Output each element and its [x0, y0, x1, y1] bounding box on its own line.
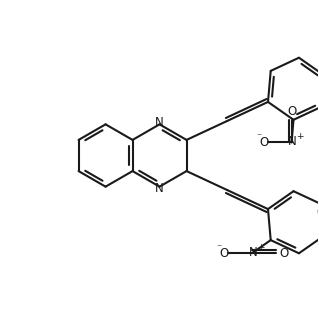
Text: +: +: [296, 132, 304, 141]
Text: O: O: [259, 136, 269, 149]
Text: O: O: [279, 247, 288, 260]
Text: N: N: [249, 246, 258, 259]
Text: N: N: [155, 182, 164, 195]
Text: N: N: [155, 116, 164, 129]
Text: O: O: [287, 105, 296, 118]
Text: ⁻: ⁻: [256, 133, 261, 143]
Text: +: +: [257, 243, 264, 252]
Text: O: O: [220, 247, 229, 260]
Text: ⁻: ⁻: [217, 244, 222, 253]
Text: N: N: [288, 135, 297, 148]
